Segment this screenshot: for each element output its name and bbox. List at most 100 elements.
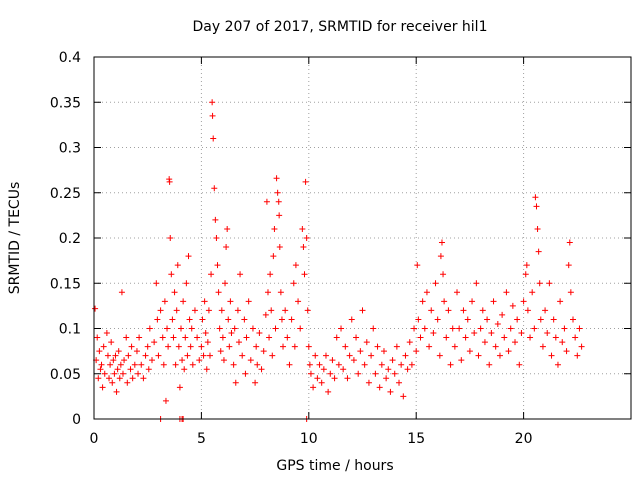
- data-point: [266, 334, 273, 341]
- data-point: [501, 334, 508, 341]
- data-point: [241, 316, 248, 323]
- data-point: [100, 343, 107, 350]
- data-point: [532, 194, 539, 201]
- data-point: [276, 244, 283, 251]
- x-tick-labels: 0 5 10 15 20: [90, 431, 533, 447]
- data-point: [411, 325, 418, 332]
- data-point: [166, 178, 173, 185]
- chart-title: Day 207 of 2017, SRMTID for receiver hil…: [193, 19, 488, 35]
- data-point: [226, 343, 233, 350]
- data-point: [350, 357, 357, 364]
- data-point: [322, 352, 329, 359]
- data-point: [537, 316, 544, 323]
- data-point: [492, 343, 499, 350]
- data-point: [135, 370, 142, 377]
- data-point: [182, 334, 189, 341]
- y-tick-label: 0.2: [59, 231, 81, 247]
- data-point: [171, 289, 178, 296]
- data-point: [432, 280, 439, 287]
- data-point: [94, 334, 101, 341]
- data-point: [217, 348, 224, 355]
- data-point: [92, 305, 99, 312]
- data-point: [496, 352, 503, 359]
- data-point: [170, 334, 177, 341]
- data-point: [124, 379, 131, 386]
- data-point: [95, 375, 102, 382]
- data-point: [165, 343, 172, 350]
- data-point: [129, 375, 136, 382]
- data-point: [216, 325, 223, 332]
- data-point: [252, 379, 259, 386]
- data-point: [520, 298, 527, 305]
- data-point: [108, 339, 115, 346]
- data-point: [138, 361, 145, 368]
- data-point: [297, 325, 304, 332]
- data-point: [548, 352, 555, 359]
- data-point: [536, 280, 543, 287]
- data-point: [119, 370, 126, 377]
- data-point: [167, 235, 174, 241]
- data-point: [522, 271, 529, 278]
- data-point: [272, 325, 279, 332]
- data-point: [370, 325, 377, 332]
- data-point: [98, 361, 105, 368]
- x-tick-label: 15: [407, 431, 425, 447]
- data-point: [200, 352, 207, 359]
- data-point: [303, 235, 310, 241]
- data-point: [436, 352, 443, 359]
- data-point: [365, 379, 372, 386]
- data-point: [318, 379, 325, 386]
- data-point: [267, 271, 274, 278]
- data-point: [253, 343, 260, 350]
- data-point: [574, 352, 581, 359]
- data-point: [284, 334, 291, 341]
- data-point: [175, 343, 182, 350]
- data-point: [570, 316, 577, 323]
- data-point: [531, 325, 538, 332]
- data-point: [220, 357, 227, 364]
- data-point: [523, 262, 530, 269]
- data-point: [224, 225, 231, 232]
- data-point: [389, 357, 396, 364]
- data-point: [301, 271, 308, 278]
- data-point: [533, 203, 540, 210]
- data-point: [113, 388, 120, 395]
- data-point: [494, 320, 501, 327]
- y-axis-label: SRMTID / TECUs: [7, 182, 23, 295]
- data-point: [466, 348, 473, 355]
- data-point: [333, 334, 340, 341]
- data-point: [112, 352, 119, 359]
- data-point: [276, 212, 283, 219]
- data-point: [509, 302, 516, 309]
- data-point: [118, 289, 125, 296]
- data-point: [219, 334, 226, 341]
- data-point: [212, 216, 219, 223]
- data-point: [204, 339, 211, 346]
- data-point: [428, 307, 435, 314]
- data-points: [92, 99, 585, 422]
- y-tick-label: 0.25: [50, 186, 81, 202]
- data-point: [264, 289, 271, 296]
- data-point: [181, 366, 188, 373]
- data-point: [462, 334, 469, 341]
- data-point: [140, 375, 147, 382]
- data-point: [544, 330, 551, 337]
- data-point: [247, 357, 254, 364]
- y-tick-label: 0.05: [50, 367, 81, 383]
- grid-lines: [94, 57, 631, 419]
- data-point: [278, 316, 285, 323]
- data-point: [271, 225, 278, 232]
- data-point: [312, 352, 319, 359]
- data-point: [169, 316, 176, 323]
- data-point: [305, 343, 312, 350]
- data-point: [469, 298, 476, 305]
- data-point: [387, 388, 394, 395]
- data-point: [302, 178, 309, 185]
- data-point: [572, 334, 579, 341]
- data-point: [223, 244, 230, 251]
- data-point: [527, 334, 534, 341]
- data-point: [111, 370, 118, 377]
- data-point: [299, 225, 306, 232]
- data-point: [443, 334, 450, 341]
